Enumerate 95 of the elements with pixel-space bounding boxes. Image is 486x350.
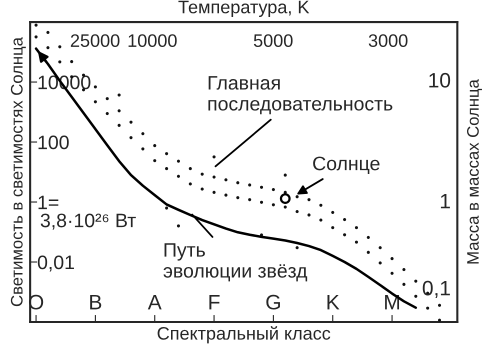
x-tick-label: B	[90, 294, 102, 310]
point	[319, 204, 322, 207]
point	[378, 246, 382, 250]
point	[46, 30, 50, 34]
point	[212, 190, 216, 194]
point	[296, 195, 299, 198]
point	[129, 136, 133, 140]
point	[165, 206, 168, 210]
point	[153, 144, 156, 148]
point	[438, 304, 442, 307]
point	[248, 183, 252, 187]
point	[331, 226, 334, 230]
y-tick-label: 1=	[38, 196, 58, 210]
x-tick-label: A	[148, 294, 162, 310]
point	[46, 46, 50, 50]
point	[141, 132, 144, 136]
point	[106, 112, 109, 116]
point	[390, 257, 394, 260]
point	[34, 24, 38, 27]
point	[296, 210, 299, 214]
point	[354, 226, 358, 230]
point	[366, 236, 370, 239]
annotation: 10000	[128, 34, 177, 47]
text: Температура, K	[178, 0, 310, 17]
point	[94, 100, 97, 104]
point	[58, 45, 62, 48]
annotation: Главная последовательность	[208, 76, 392, 114]
y-tick-label: 0,01	[38, 255, 74, 272]
point	[212, 155, 216, 158]
point	[165, 152, 168, 156]
x-axis-title: Спектральный класс	[158, 326, 330, 344]
point	[402, 268, 406, 272]
point	[378, 261, 382, 265]
point	[129, 120, 133, 124]
y2-axis-title: Масса в массах Солнца	[467, 79, 482, 264]
point	[70, 60, 74, 64]
point	[260, 186, 264, 189]
point	[343, 218, 346, 222]
point	[118, 109, 121, 112]
point	[188, 182, 192, 186]
x-tick-label: G	[266, 294, 280, 310]
point	[224, 178, 228, 182]
point	[236, 196, 240, 200]
point	[176, 174, 180, 178]
point	[200, 172, 204, 176]
point	[188, 167, 192, 170]
annotation: Солнце	[313, 156, 380, 174]
point	[426, 306, 430, 310]
y-tick-label: 100	[38, 136, 69, 150]
point	[106, 97, 109, 100]
point	[58, 60, 62, 64]
point	[307, 213, 311, 217]
point	[284, 205, 287, 209]
point	[280, 193, 291, 204]
point	[176, 160, 180, 163]
point	[248, 198, 252, 202]
point	[354, 240, 358, 244]
point	[390, 272, 394, 275]
point	[212, 175, 216, 179]
point	[260, 200, 264, 204]
point	[176, 224, 180, 228]
point	[438, 318, 442, 322]
point	[343, 233, 346, 236]
point	[34, 35, 38, 38]
point	[402, 282, 406, 286]
annotation: 1	[440, 194, 450, 208]
point	[94, 85, 97, 88]
point	[165, 167, 168, 170]
point	[307, 198, 311, 202]
x-tick-label: K	[327, 294, 340, 310]
point	[414, 294, 418, 298]
point	[272, 203, 275, 206]
annotation: 0,1	[422, 280, 450, 298]
point	[118, 124, 121, 127]
annotation: 3000	[368, 34, 408, 47]
annotation: 10	[429, 72, 450, 88]
point	[236, 181, 240, 184]
point	[319, 218, 322, 222]
annotation: 5000	[254, 34, 293, 47]
point	[224, 194, 228, 197]
point	[118, 93, 121, 97]
point	[366, 250, 370, 254]
point	[200, 188, 204, 191]
annotation: Путь эволюции звёзд	[164, 243, 308, 282]
point	[331, 210, 334, 214]
annotation: 25000	[70, 34, 120, 47]
point	[414, 280, 418, 283]
x-tick-label: F	[209, 294, 220, 310]
y-axis-title: Светимость в светимостях Солнца	[10, 37, 26, 306]
point	[141, 147, 144, 150]
point	[153, 159, 156, 162]
point	[296, 246, 299, 250]
point	[284, 174, 287, 177]
point	[272, 188, 275, 192]
annotation: 3,8·10²⁶ Вт	[40, 214, 136, 230]
